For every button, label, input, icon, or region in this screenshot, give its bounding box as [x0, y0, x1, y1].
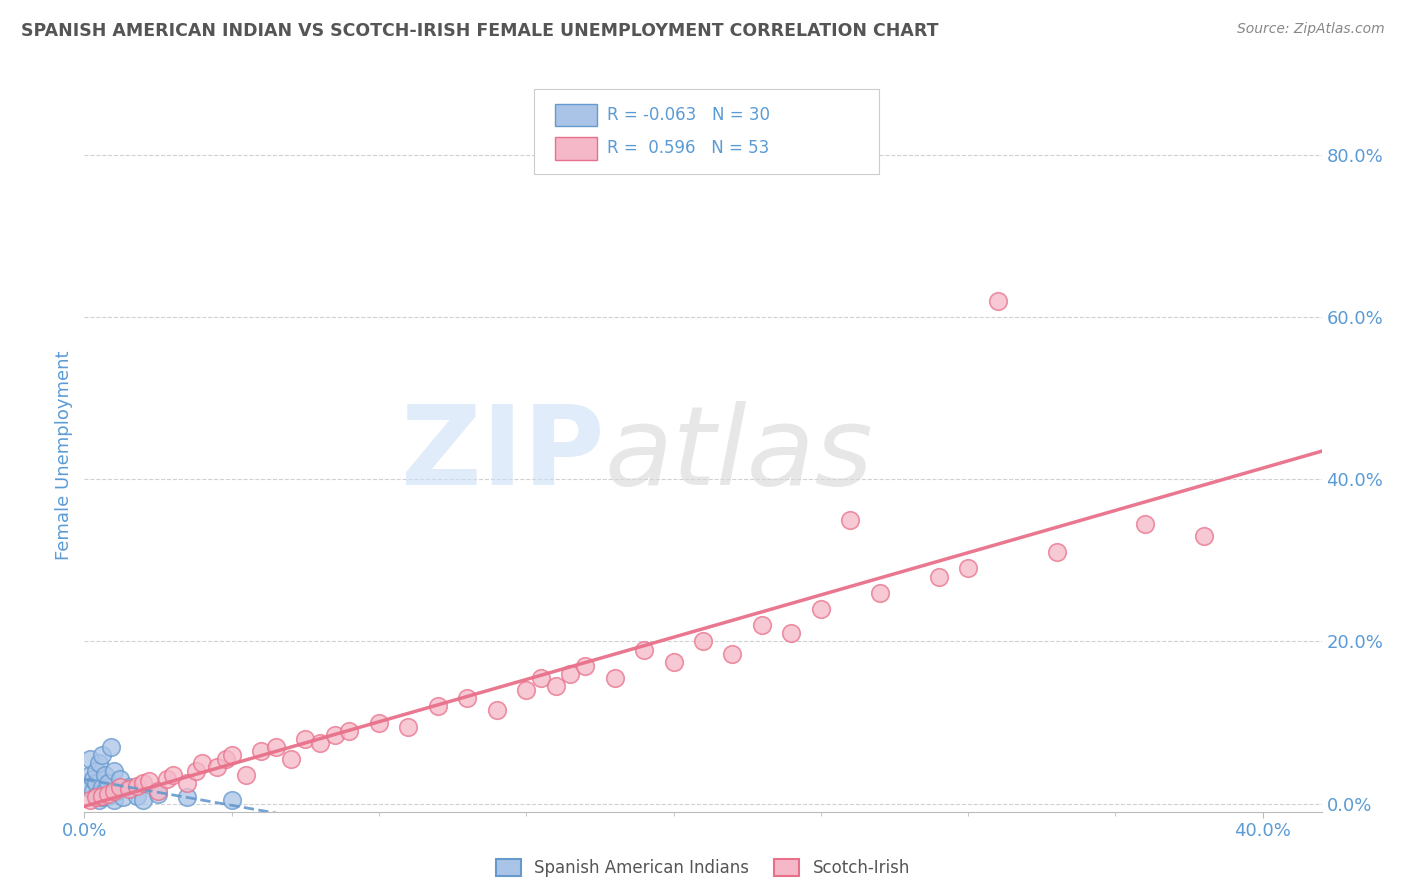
Point [221, 747, 243, 762]
Point [82, 772, 104, 787]
Point [396, 720, 419, 734]
Point [127, 789, 149, 803]
Point [94, 784, 117, 798]
Point [97, 787, 120, 801]
Text: Source: ZipAtlas.com: Source: ZipAtlas.com [1237, 22, 1385, 37]
Y-axis label: Female Unemployment: Female Unemployment [55, 351, 73, 559]
Point [103, 784, 125, 798]
Point [751, 618, 773, 632]
Point [323, 728, 346, 742]
Point [91, 790, 114, 805]
Point [76, 780, 98, 795]
Text: ZIP: ZIP [401, 401, 605, 508]
Point [560, 666, 582, 681]
Point [485, 703, 508, 717]
Point [186, 764, 208, 779]
Point [91, 780, 114, 795]
Point [117, 782, 139, 797]
Point [94, 768, 117, 782]
Text: R =  0.596   N = 53: R = 0.596 N = 53 [607, 139, 769, 157]
Point [1133, 516, 1156, 531]
Point [456, 691, 478, 706]
Point [108, 780, 131, 795]
Point [176, 776, 198, 790]
Point [127, 779, 149, 793]
Point [235, 768, 257, 782]
Point [264, 739, 287, 754]
Point [191, 756, 214, 770]
Point [84, 764, 107, 779]
Point [84, 789, 107, 803]
Point [339, 723, 361, 738]
Point [111, 790, 134, 805]
Point [84, 790, 107, 805]
Point [117, 780, 139, 795]
Point [79, 768, 101, 782]
Point [87, 792, 110, 806]
Point [100, 739, 122, 754]
Text: SPANISH AMERICAN INDIAN VS SCOTCH-IRISH FEMALE UNEMPLOYMENT CORRELATION CHART: SPANISH AMERICAN INDIAN VS SCOTCH-IRISH … [21, 22, 939, 40]
Point [103, 792, 125, 806]
Point [105, 784, 128, 798]
Point [132, 776, 155, 790]
Point [928, 569, 950, 583]
Point [810, 602, 832, 616]
Point [574, 658, 596, 673]
Point [87, 756, 110, 770]
Point [82, 784, 104, 798]
Point [215, 752, 238, 766]
Point [176, 790, 198, 805]
Point [97, 789, 120, 803]
Point [957, 561, 980, 575]
Point [156, 772, 179, 787]
Point [544, 679, 567, 693]
Point [79, 792, 101, 806]
Point [368, 715, 391, 730]
Point [780, 626, 803, 640]
Point [162, 768, 184, 782]
Point [280, 752, 302, 766]
Point [530, 671, 553, 685]
Point [91, 789, 114, 803]
Point [662, 655, 685, 669]
Point [603, 671, 626, 685]
Point [138, 773, 160, 788]
Point [515, 683, 537, 698]
Point [721, 647, 744, 661]
Point [426, 699, 449, 714]
Point [132, 792, 155, 806]
Point [309, 736, 332, 750]
Text: atlas: atlas [605, 401, 873, 508]
Point [97, 776, 120, 790]
Point [987, 293, 1010, 308]
Point [250, 744, 273, 758]
Point [294, 731, 316, 746]
Point [221, 792, 243, 806]
Point [839, 513, 862, 527]
Point [1045, 545, 1067, 559]
Point [146, 784, 169, 798]
Point [91, 747, 114, 762]
Point [692, 634, 714, 648]
Point [1192, 529, 1215, 543]
Point [869, 586, 891, 600]
Point [79, 752, 101, 766]
Point [146, 787, 169, 801]
Point [84, 776, 107, 790]
Legend: Spanish American Indians, Scotch-Irish: Spanish American Indians, Scotch-Irish [488, 851, 918, 886]
Point [633, 642, 655, 657]
Point [87, 787, 110, 801]
Point [205, 760, 228, 774]
Point [108, 772, 131, 787]
Text: R = -0.063   N = 30: R = -0.063 N = 30 [607, 106, 770, 124]
Point [103, 764, 125, 779]
